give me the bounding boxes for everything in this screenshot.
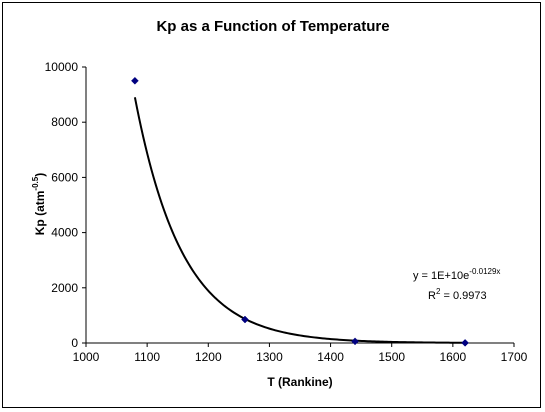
- chart-title: Kp as a Function of Temperature: [156, 18, 389, 35]
- trendline-equation-exp: -0.0129x: [469, 267, 500, 276]
- r-squared-base: R: [428, 290, 436, 302]
- chart-frame: [2, 2, 541, 408]
- data-point: [461, 339, 469, 347]
- axes: 1000 1100 1200 1300 1400 1500 1600 1700 0 2000 400…: [45, 60, 528, 364]
- y-axis-title-main: Kp (atm: [33, 191, 47, 236]
- x-axis-title: T (Rankine): [267, 375, 332, 389]
- x-tick-label: 1700: [501, 350, 528, 364]
- x-tick-label: 1500: [378, 350, 405, 364]
- x-tick-label: 1300: [256, 350, 283, 364]
- y-tick-label: 10000: [45, 60, 79, 74]
- y-axis-title: Kp (atm-0.5): [31, 173, 47, 235]
- x-tick-label: 1600: [440, 350, 467, 364]
- trendline-equation: y = 1E+10e-0.0129x: [413, 267, 500, 282]
- r-squared-label: R2 = 0.9973: [428, 287, 487, 302]
- y-tick-label: 6000: [51, 170, 78, 184]
- x-tick-label: 1200: [195, 350, 222, 364]
- r-squared-sup: 2: [436, 287, 441, 296]
- y-tick-label: 2000: [51, 281, 78, 295]
- trendline-group: [133, 97, 466, 344]
- y-axis-title-sup: -0.5: [31, 176, 40, 190]
- data-point: [351, 337, 359, 346]
- data-point: [131, 76, 139, 85]
- x-tick-label: 1000: [73, 350, 100, 364]
- x-tick-label: 1100: [134, 350, 160, 364]
- r-squared-value: = 0.9973: [440, 290, 486, 302]
- y-axis-title-close: ): [33, 173, 47, 177]
- data-point: [241, 315, 249, 324]
- data-points: [131, 76, 469, 347]
- x-tick-label: 1400: [317, 350, 344, 364]
- y-tick-label: 4000: [51, 226, 78, 240]
- trendline-curve: [133, 97, 466, 344]
- y-tick-label: 8000: [51, 115, 78, 129]
- trendline-equation-base: y = 1E+10e: [413, 270, 469, 282]
- y-tick-label: 0: [71, 336, 78, 350]
